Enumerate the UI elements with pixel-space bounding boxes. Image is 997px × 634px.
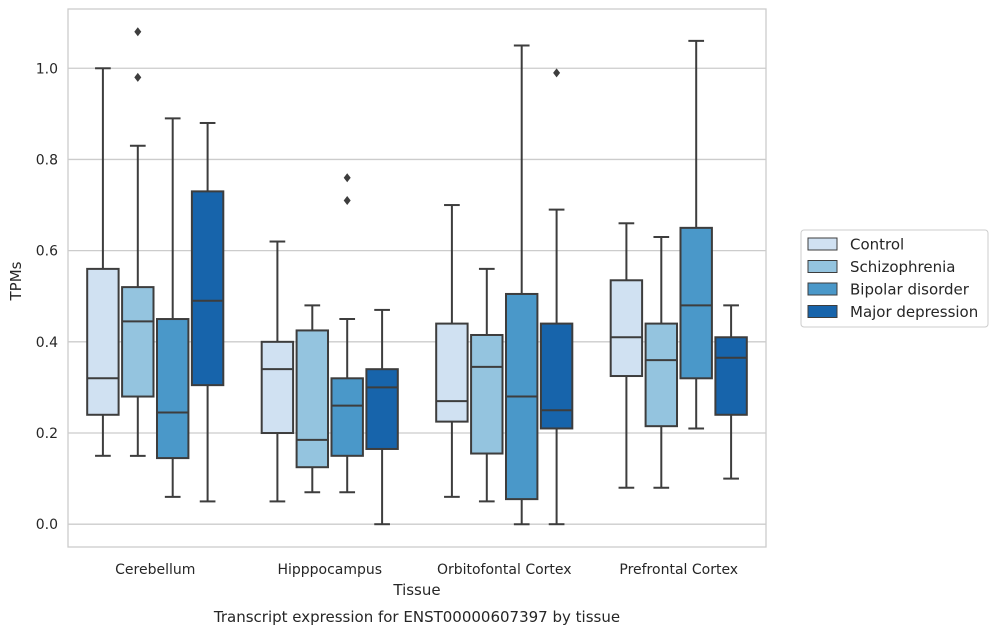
iqr-box bbox=[609, 279, 644, 378]
y-axis-ticks: 0.0 0.2 0.4 0.6 0.8 1.0 bbox=[36, 61, 58, 533]
y-tick-label: 0.2 bbox=[36, 426, 58, 442]
y-axis-label: TPMs bbox=[7, 261, 25, 301]
box-bipolar-disorder bbox=[679, 39, 713, 430]
legend-swatch bbox=[807, 282, 838, 296]
box-control bbox=[86, 67, 120, 457]
iqr-box bbox=[435, 322, 469, 423]
outlier-point bbox=[553, 68, 561, 78]
x-axis-ticks: Cerebellum Hipppocampus Orbitofontal Corte… bbox=[115, 562, 738, 578]
iqr-box bbox=[470, 333, 504, 455]
legend-label: Bipolar disorder bbox=[850, 281, 970, 299]
x-tick-label: Prefrontal Cortex bbox=[619, 562, 738, 578]
iqr-box bbox=[121, 286, 155, 398]
y-tick-label: 0.8 bbox=[36, 152, 58, 168]
box-schizophrenia bbox=[470, 267, 504, 503]
iqr-box bbox=[295, 329, 330, 469]
iqr-box bbox=[539, 322, 574, 430]
box-schizophrenia bbox=[121, 27, 155, 457]
legend-frame bbox=[800, 229, 989, 328]
legend: Control Schizophrenia Bipolar disorder Majo… bbox=[800, 229, 989, 328]
x-tick-label: Hipppocampus bbox=[277, 562, 382, 578]
iqr-box bbox=[190, 190, 225, 387]
legend-swatch bbox=[807, 260, 838, 273]
box-major-depression bbox=[365, 308, 399, 526]
iqr-box bbox=[714, 336, 748, 416]
y-tick-label: 1.0 bbox=[36, 61, 58, 77]
legend-label: Major depression bbox=[850, 303, 978, 321]
iqr-box bbox=[679, 226, 713, 380]
iqr-box bbox=[260, 340, 295, 435]
box-series bbox=[86, 27, 748, 526]
box-control bbox=[609, 222, 644, 489]
iqr-box bbox=[155, 318, 190, 460]
x-tick-label: Cerebellum bbox=[115, 562, 195, 578]
outlier-point bbox=[134, 72, 142, 82]
iqr-box bbox=[365, 368, 399, 450]
outlier-point bbox=[343, 173, 351, 183]
outlier-point bbox=[134, 27, 142, 37]
box-schizophrenia bbox=[644, 235, 679, 489]
box-schizophrenia bbox=[295, 304, 330, 494]
plot-area-frame bbox=[67, 8, 767, 548]
chart-caption: Transcript expression for ENST0000060739… bbox=[213, 608, 620, 626]
iqr-box bbox=[644, 322, 679, 428]
y-tick-label: 0.6 bbox=[36, 244, 58, 260]
x-axis-label: Tissue bbox=[392, 581, 440, 599]
iqr-box bbox=[86, 267, 120, 416]
box-bipolar-disorder bbox=[504, 44, 539, 526]
y-tick-label: 0.0 bbox=[36, 517, 58, 533]
box-major-depression bbox=[539, 68, 574, 526]
legend-swatch bbox=[807, 237, 838, 251]
y-tick-label: 0.4 bbox=[36, 335, 58, 351]
box-bipolar-disorder bbox=[155, 117, 190, 498]
box-bipolar-disorder bbox=[330, 173, 364, 494]
box-major-depression bbox=[190, 121, 225, 503]
legend-label: Schizophrenia bbox=[850, 258, 955, 276]
x-tick-label: Orbitofontal Cortex bbox=[437, 562, 572, 578]
box-control bbox=[435, 204, 469, 498]
legend-swatch bbox=[807, 305, 838, 318]
box-major-depression bbox=[714, 304, 748, 480]
legend-label: Control bbox=[850, 236, 904, 254]
outlier-point bbox=[343, 195, 351, 205]
box-control bbox=[260, 240, 295, 503]
iqr-box bbox=[330, 377, 364, 457]
